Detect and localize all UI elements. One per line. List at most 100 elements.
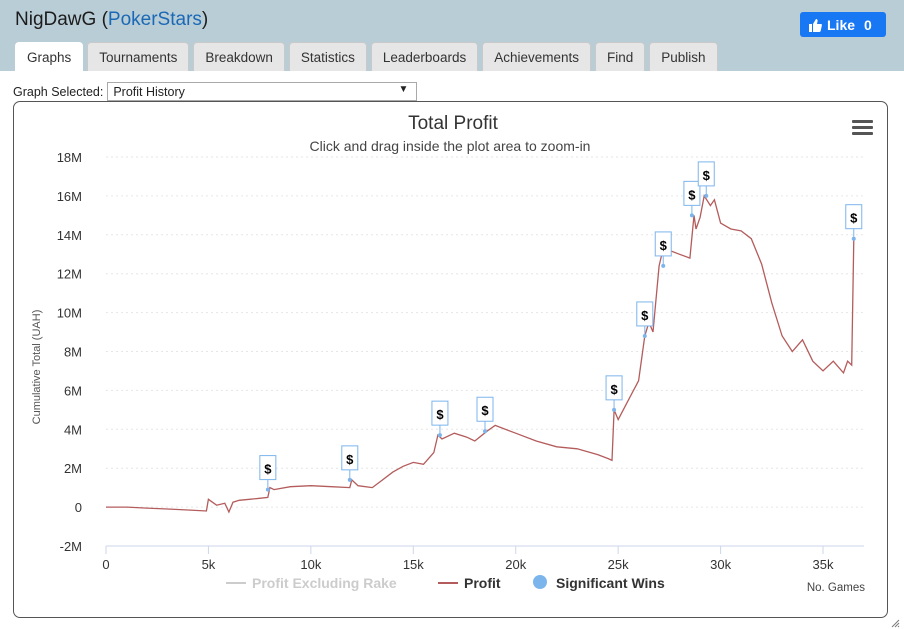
- tab-graphs[interactable]: Graphs: [15, 42, 84, 71]
- tab-leaderboards[interactable]: Leaderboards: [370, 42, 479, 71]
- flag-label: $: [264, 462, 272, 477]
- thumbs-up-icon: [809, 18, 822, 32]
- win-point: [851, 236, 856, 241]
- x-axis-ticks: 0 5k 10k 15k 20k 25k 30k 35k: [102, 545, 864, 572]
- flag-label: $: [703, 168, 711, 183]
- flag-label: $: [688, 187, 696, 202]
- y-tick-label: 18M: [57, 150, 82, 165]
- y-tick-label: 10M: [57, 306, 82, 321]
- significant-win-flag[interactable]: $: [683, 180, 701, 218]
- flag-box: [476, 396, 494, 422]
- win-point: [437, 433, 442, 438]
- y-tick-label: 16M: [57, 189, 82, 204]
- flag-label: $: [850, 211, 858, 226]
- x-tick-label: 35k: [813, 557, 834, 572]
- flag-box: [341, 445, 359, 471]
- profit-chart[interactable]: Total Profit Click and drag inside the p…: [14, 102, 887, 617]
- x-tick-label: 20k: [505, 557, 526, 572]
- flag-box: [431, 400, 449, 426]
- like-count: 0: [864, 16, 872, 33]
- facebook-like-button[interactable]: Like 0: [800, 12, 886, 37]
- y-tick-label: 4M: [64, 422, 82, 437]
- x-tick-label: 25k: [608, 557, 629, 572]
- flag-box: [697, 161, 715, 187]
- win-point: [642, 333, 647, 338]
- legend-label-profit: Profit: [464, 575, 501, 591]
- site-paren-open: (: [101, 9, 108, 30]
- graph-select-row: Graph Selected: Profit History ▼: [13, 82, 418, 101]
- significant-win-flag[interactable]: $: [259, 455, 277, 492]
- significant-win-flag[interactable]: $: [605, 375, 623, 412]
- chart-panel[interactable]: Total Profit Click and drag inside the p…: [13, 101, 888, 618]
- chart-menu-icon[interactable]: [852, 120, 873, 135]
- legend-item-profit-excl-rake[interactable]: Profit Excluding Rake: [226, 575, 397, 591]
- profit-series-line: [106, 194, 855, 514]
- win-point: [265, 487, 270, 492]
- win-point: [689, 213, 694, 218]
- flag-box: [259, 455, 277, 481]
- significant-win-flag[interactable]: $: [341, 445, 359, 482]
- y-tick-label: 12M: [57, 267, 82, 282]
- tab-achievements[interactable]: Achievements: [482, 42, 592, 71]
- y-tick-label: -2M: [60, 539, 82, 554]
- graph-select-value: Profit History: [113, 84, 185, 99]
- flag-label: $: [481, 403, 489, 418]
- flag-box: [683, 180, 701, 206]
- grid-lines: [106, 156, 864, 547]
- flag-box: [845, 204, 863, 230]
- flag-label: $: [641, 308, 649, 323]
- significant-win-flag[interactable]: $: [654, 231, 672, 268]
- site-paren-close: ): [201, 9, 209, 30]
- significant-win-flag[interactable]: $: [845, 204, 863, 241]
- win-point: [612, 407, 617, 412]
- tab-statistics[interactable]: Statistics: [288, 42, 367, 71]
- legend-item-profit[interactable]: Profit: [438, 575, 501, 591]
- x-tick-label: 5k: [202, 557, 216, 572]
- chart-title: Total Profit: [408, 113, 498, 134]
- y-axis-label: Cumulative Total (UAH): [31, 310, 43, 425]
- flag-label: $: [346, 452, 354, 467]
- resize-handle-icon[interactable]: [890, 618, 900, 628]
- legend: Profit Excluding Rake Profit Significant…: [226, 575, 665, 591]
- flag-label: $: [436, 407, 444, 422]
- significant-win-flag[interactable]: $: [636, 301, 654, 338]
- significant-wins-flags: $ $ $ $ $ $ $ $ $ $: [259, 161, 863, 492]
- x-tick-label: 30k: [710, 557, 731, 572]
- tab-tournaments[interactable]: Tournaments: [87, 42, 190, 71]
- dropdown-arrow-icon: ▼: [398, 84, 409, 95]
- significant-win-flag[interactable]: $: [697, 161, 715, 198]
- y-axis-ticks: -2M 0 2M 4M 6M 8M 10M 12M 14M 16M 18M: [57, 150, 82, 554]
- flag-box: [654, 231, 672, 257]
- like-label: Like: [827, 16, 856, 33]
- legend-item-significant-wins[interactable]: Significant Wins: [533, 575, 665, 591]
- tab-bar: Graphs Tournaments Breakdown Statistics …: [15, 42, 718, 71]
- x-tick-label: 0: [102, 557, 109, 572]
- x-tick-label: 10k: [300, 557, 321, 572]
- win-point: [661, 263, 666, 268]
- y-tick-label: 2M: [64, 461, 82, 476]
- flag-label: $: [660, 238, 668, 253]
- flag-box: [636, 301, 654, 327]
- tab-find[interactable]: Find: [595, 42, 646, 71]
- significant-win-flag[interactable]: $: [431, 400, 449, 438]
- tab-breakdown[interactable]: Breakdown: [193, 42, 285, 71]
- y-tick-label: 8M: [64, 345, 82, 360]
- y-tick-label: 6M: [64, 383, 82, 398]
- win-point: [704, 193, 709, 198]
- header-bar: NigDawG (PokerStars) Like 0 Graphs Tourn…: [0, 0, 904, 71]
- win-point: [347, 477, 352, 482]
- flag-box: [605, 375, 623, 401]
- significant-win-flag[interactable]: $: [476, 396, 494, 434]
- y-tick-label: 14M: [57, 228, 82, 243]
- site-link[interactable]: PokerStars: [107, 9, 202, 30]
- tab-publish[interactable]: Publish: [649, 42, 718, 71]
- page-title: NigDawG (PokerStars): [15, 9, 208, 31]
- player-name: NigDawG: [15, 9, 97, 30]
- win-point: [483, 429, 487, 434]
- chart-subtitle: Click and drag inside the plot area to z…: [310, 138, 591, 154]
- x-axis-label: No. Games: [807, 582, 865, 594]
- graph-select[interactable]: Profit History ▼: [107, 82, 418, 101]
- legend-label-significant-wins: Significant Wins: [556, 575, 665, 591]
- graph-select-label: Graph Selected:: [13, 84, 104, 99]
- y-tick-label: 0: [75, 500, 82, 515]
